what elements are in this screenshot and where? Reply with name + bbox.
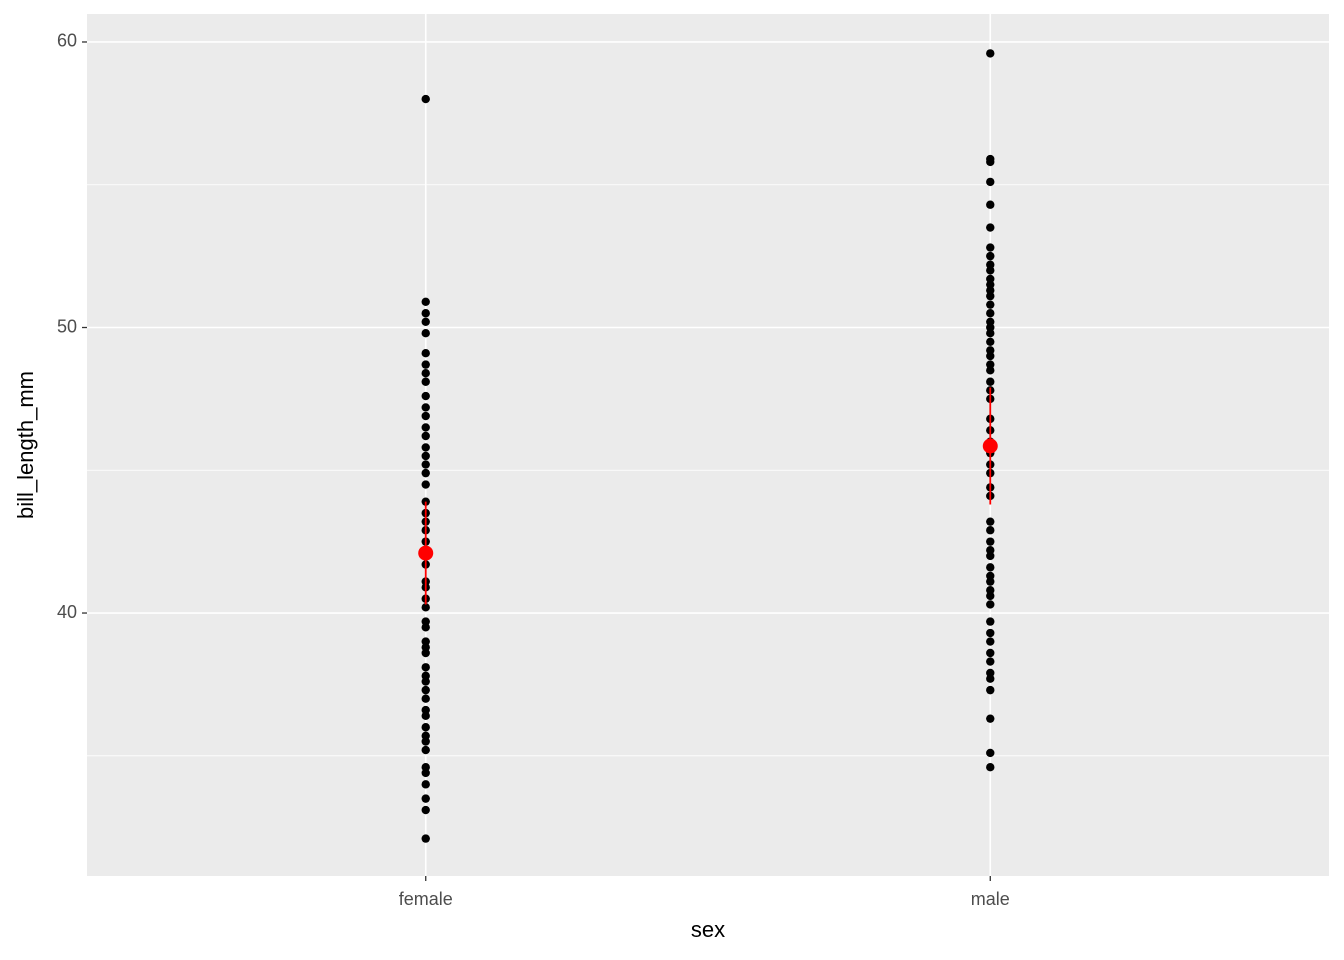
data-point: [986, 337, 995, 346]
x-axis-title: sex: [691, 917, 725, 942]
data-point: [421, 460, 430, 469]
data-point: [986, 49, 995, 58]
data-point: [421, 677, 430, 686]
data-point: [421, 297, 430, 307]
data-point: [986, 309, 995, 318]
data-point: [421, 94, 430, 104]
data-point: [421, 468, 430, 478]
data-point: [421, 377, 430, 386]
data-point: [986, 266, 995, 275]
data-point: [986, 685, 995, 695]
data-point: [421, 805, 430, 815]
data-point: [421, 834, 430, 843]
data-point: [986, 537, 995, 546]
data-point: [986, 291, 995, 301]
data-point: [986, 657, 995, 666]
data-point: [986, 223, 995, 232]
data-point: [421, 309, 430, 318]
data-point: [421, 780, 430, 789]
data-point: [986, 763, 995, 772]
panel: [87, 14, 1329, 876]
x-tick-label: male: [971, 889, 1010, 909]
data-point: [986, 517, 995, 526]
data-point: [421, 723, 430, 732]
data-point: [986, 251, 995, 261]
data-point: [421, 431, 430, 441]
data-point: [421, 794, 430, 803]
data-point: [421, 317, 430, 326]
data-point: [986, 351, 995, 361]
summary-mean: [418, 545, 434, 561]
x-tick-label: female: [399, 889, 453, 909]
data-point: [986, 200, 995, 209]
data-point: [986, 243, 995, 252]
data-point: [421, 403, 430, 412]
data-point: [986, 366, 995, 375]
data-point: [421, 745, 430, 755]
y-tick-label: 60: [57, 31, 77, 51]
data-point: [421, 663, 430, 672]
data-point: [421, 737, 430, 746]
data-point: [986, 177, 995, 187]
data-point: [421, 368, 430, 378]
data-point: [986, 628, 995, 638]
data-point: [421, 411, 430, 421]
y-tick-label: 50: [57, 316, 77, 336]
data-point: [986, 617, 995, 626]
data-point: [421, 603, 430, 612]
data-point: [986, 157, 995, 167]
data-point: [421, 360, 430, 369]
data-point: [986, 648, 995, 658]
data-point: [986, 577, 995, 586]
data-point: [421, 694, 430, 703]
data-point: [986, 526, 995, 535]
data-point: [421, 443, 430, 452]
data-point: [421, 480, 430, 489]
data-point: [421, 391, 430, 401]
summary-mean: [982, 438, 998, 454]
data-point: [986, 563, 995, 572]
data-point: [421, 768, 430, 778]
data-point: [986, 600, 995, 609]
data-point: [986, 714, 995, 723]
data-point: [421, 329, 430, 338]
data-point: [421, 623, 430, 632]
data-point: [986, 591, 995, 601]
data-point: [986, 300, 995, 309]
data-point: [986, 674, 995, 683]
data-point: [421, 451, 430, 461]
data-point: [421, 648, 430, 658]
data-point: [421, 685, 430, 695]
data-point: [421, 423, 430, 432]
data-point: [421, 349, 430, 358]
data-point: [986, 748, 995, 758]
data-point: [986, 377, 995, 386]
data-point: [986, 637, 995, 646]
y-tick-label: 40: [57, 602, 77, 622]
y-axis-title: bill_length_mm: [13, 371, 38, 519]
data-point: [986, 329, 995, 338]
data-point: [421, 497, 430, 506]
data-point: [986, 551, 995, 561]
data-point: [421, 711, 430, 721]
